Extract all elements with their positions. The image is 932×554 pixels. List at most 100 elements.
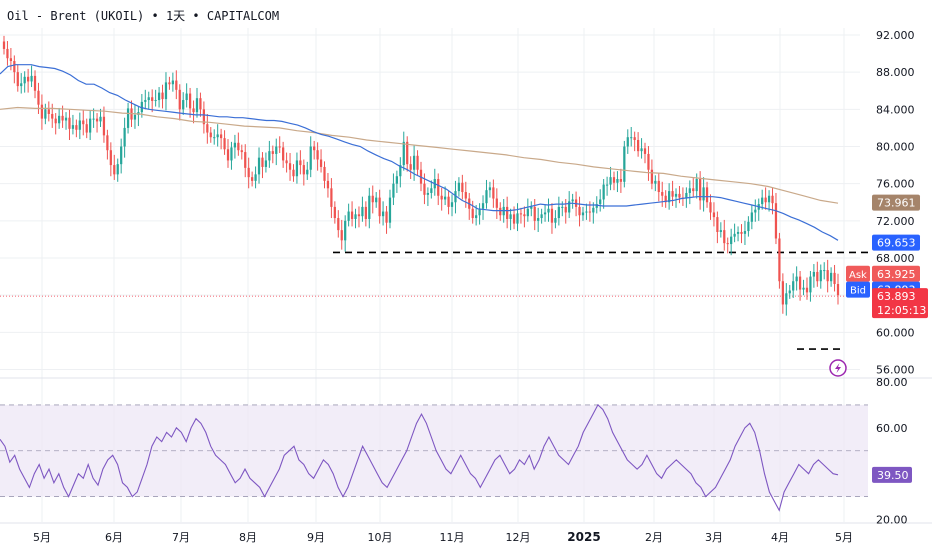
- candle-body: [736, 231, 740, 234]
- candle-body: [288, 163, 292, 170]
- candle-body: [640, 148, 643, 152]
- x-tick-label: 2025: [567, 530, 600, 544]
- candle-body: [833, 272, 836, 285]
- candle-body: [767, 195, 771, 203]
- candle-body: [178, 89, 181, 110]
- candle-body: [44, 109, 47, 119]
- x-tick-label: 4月: [771, 531, 789, 544]
- y-tick-label: 60.000: [876, 326, 915, 339]
- candle-body: [678, 193, 681, 198]
- candle-body: [819, 270, 822, 282]
- y-tick-label: 76.000: [876, 178, 915, 191]
- candle-body: [154, 100, 157, 102]
- candle-body: [599, 199, 602, 205]
- candle-body: [371, 195, 374, 203]
- candle-body: [254, 174, 257, 181]
- candle-body: [764, 197, 767, 203]
- candle-body: [144, 100, 147, 102]
- candle-body: [271, 151, 274, 154]
- candle-body: [64, 117, 68, 121]
- candle-body: [192, 108, 195, 113]
- x-tick-label: 5月: [33, 531, 51, 544]
- candle-body: [447, 196, 450, 207]
- candle-body: [206, 124, 209, 133]
- candle-body: [412, 155, 416, 170]
- candle-body: [151, 97, 154, 101]
- candle-body: [750, 212, 753, 222]
- candle-body: [409, 164, 412, 170]
- rsi-layer: [0, 404, 839, 512]
- candle-body: [275, 146, 278, 154]
- candle-body: [444, 196, 447, 200]
- candle-body: [557, 206, 560, 219]
- candle-body: [809, 276, 812, 293]
- candle-body: [540, 214, 543, 219]
- ask-value-bg: [872, 265, 920, 282]
- candle-body: [826, 270, 829, 282]
- candle-body: [719, 230, 722, 232]
- rsi-line: [0, 404, 839, 512]
- candle-body: [237, 142, 240, 151]
- candle-body: [161, 92, 164, 100]
- candle-body: [361, 206, 364, 217]
- candle-body: [233, 142, 237, 148]
- y-tick-label: 72.000: [876, 215, 915, 228]
- candle-body: [471, 208, 474, 219]
- candle-body: [2, 41, 6, 49]
- candle-body: [51, 113, 54, 119]
- candle-body: [20, 83, 23, 87]
- candle-body: [268, 151, 271, 161]
- candle-body: [730, 236, 733, 245]
- x-tick-label: 7月: [172, 531, 190, 544]
- candle-body: [309, 146, 312, 170]
- y-tick-label: 68.000: [876, 252, 915, 265]
- candle-body: [264, 160, 268, 167]
- candle-body: [802, 287, 805, 290]
- candle-body: [157, 92, 161, 101]
- candle-body: [481, 203, 485, 209]
- lightning-icon[interactable]: [829, 359, 847, 377]
- candle-body: [182, 100, 185, 110]
- candle-body: [805, 287, 809, 293]
- candle-body: [454, 191, 457, 203]
- candle-body: [509, 214, 512, 219]
- ma-fast-tag-bg: [872, 234, 920, 251]
- candle-body: [578, 206, 581, 216]
- candle-body: [13, 61, 16, 73]
- candle-body: [337, 218, 340, 231]
- candle-body: [347, 211, 350, 221]
- x-tick-label: 3月: [705, 531, 723, 544]
- candle-body: [437, 179, 440, 196]
- candle-body: [761, 197, 764, 205]
- y-tick-label: 80.000: [876, 141, 915, 154]
- candle-body: [595, 204, 598, 208]
- candle-body: [368, 195, 371, 219]
- candle-body: [385, 211, 388, 223]
- candle-body: [771, 195, 774, 204]
- candle-body: [306, 169, 309, 175]
- rsi-current-value: 39.50: [877, 469, 909, 482]
- candle-body: [709, 202, 712, 213]
- candle-body: [499, 207, 502, 216]
- ma-slow-line: [0, 106, 839, 204]
- candle-body: [692, 188, 695, 192]
- candle-body: [323, 166, 326, 181]
- x-tick-label: 6月: [105, 531, 123, 544]
- candle-body: [295, 160, 299, 177]
- candle-body: [526, 208, 529, 217]
- x-tick-label: 8月: [239, 531, 257, 544]
- level-layer: [0, 251, 868, 350]
- candle-body: [226, 149, 230, 161]
- candle-body: [126, 108, 130, 128]
- x-tick-label: 5月: [835, 531, 853, 544]
- candle-body: [602, 184, 605, 200]
- ask-value: 63.925: [877, 268, 916, 281]
- candle-body: [202, 109, 206, 125]
- rsi-tick-label: 20.00: [876, 514, 908, 527]
- candle-body: [705, 187, 709, 203]
- candle-body: [495, 198, 498, 208]
- candle-body: [674, 193, 678, 197]
- candle-body: [712, 212, 716, 218]
- candle-body: [588, 211, 591, 213]
